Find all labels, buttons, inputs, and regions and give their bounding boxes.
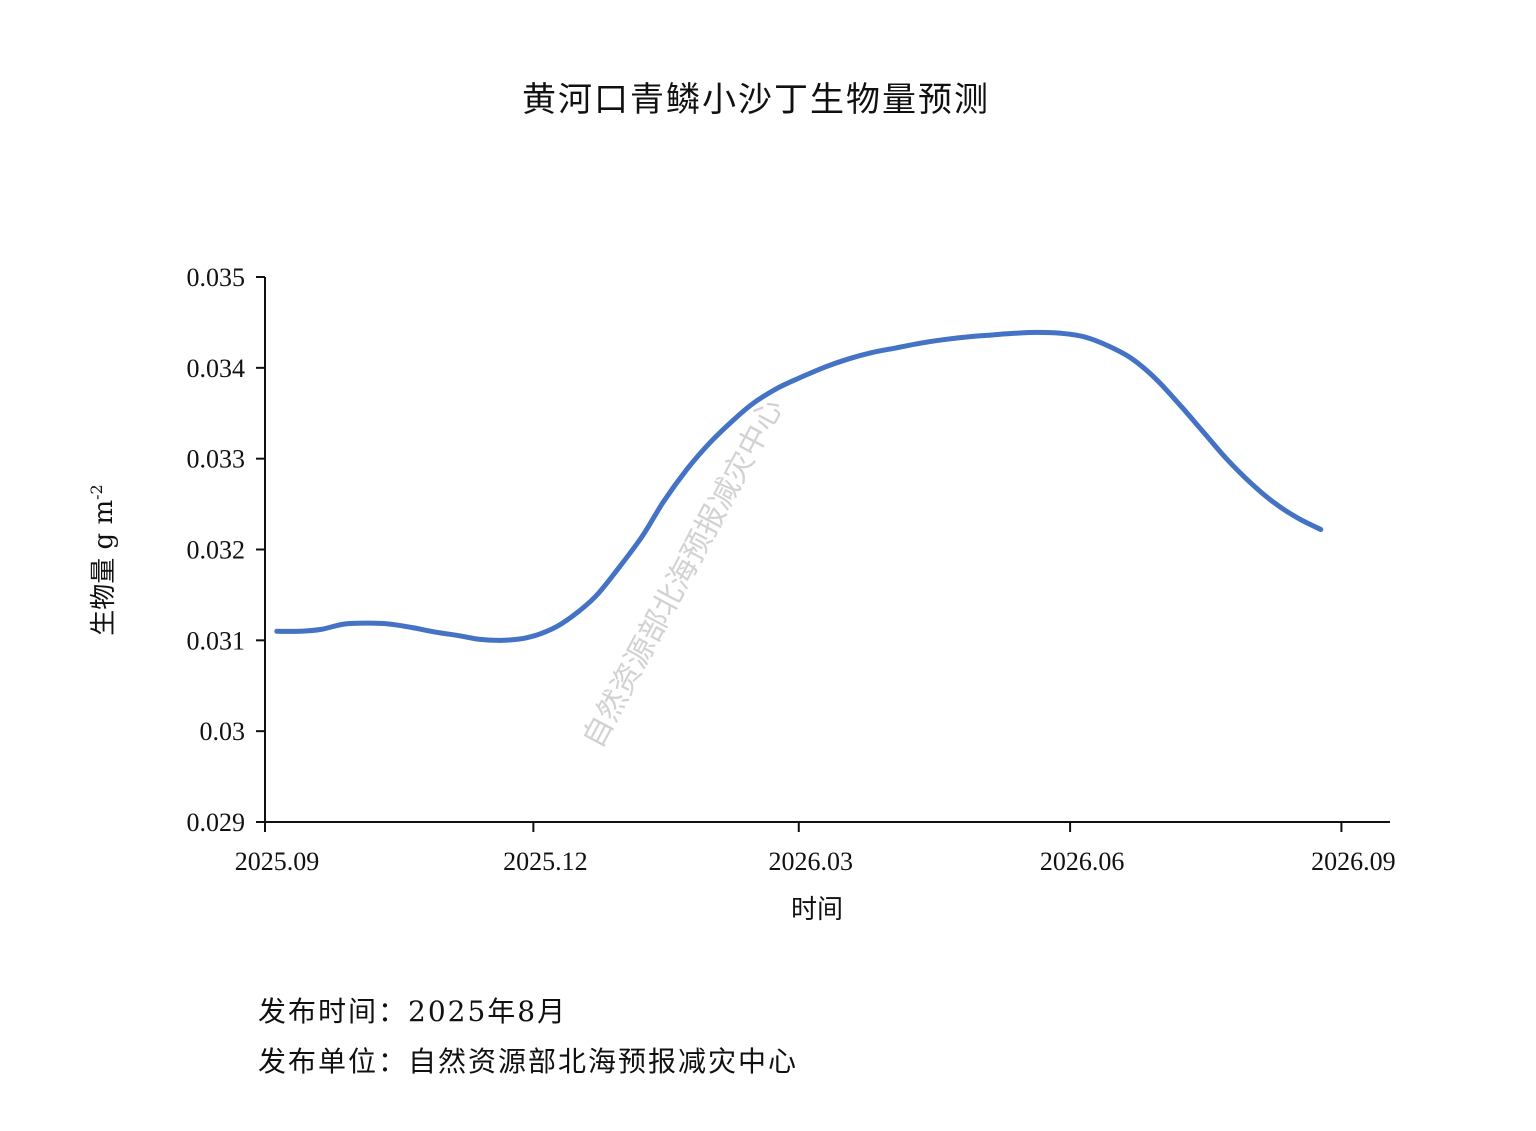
y-tick-label: 0.032 — [187, 536, 246, 565]
y-tick-label: 0.034 — [187, 354, 246, 383]
y-tick-label: 0.035 — [187, 263, 246, 292]
footer-publisher: 发布单位：自然资源部北海预报减灾中心 — [258, 1045, 799, 1078]
y-tick-label: 0.029 — [187, 808, 246, 837]
watermark: 自然资源部北海预报减灾中心 — [576, 393, 790, 754]
y-tick-label: 0.031 — [187, 626, 246, 655]
x-axis-title: 时间 — [791, 895, 843, 925]
y-axis-title-superscript: -2 — [87, 484, 106, 500]
x-tick-label: 2026.06 — [1040, 847, 1125, 876]
y-axis-title-main: 生物量 g m — [89, 500, 119, 636]
y-axis-title: 生物量 g m-2 — [87, 484, 119, 635]
footer-publish-time: 发布时间：2025年8月 — [258, 995, 568, 1028]
y-tick-label: 0.03 — [200, 717, 246, 746]
x-ticks: 2025.09 2025.12 2026.03 2026.06 2026.09 — [235, 822, 1396, 876]
x-tick-label: 2026.03 — [769, 847, 854, 876]
chart-title: 黄河口青鳞小沙丁生物量预测 — [522, 80, 990, 120]
series-line — [274, 329, 1324, 643]
line-chart: 自然资源部北海预报减灾中心 0.0290.030.0310.0320.0330.… — [87, 263, 1396, 925]
watermark-text: 自然资源部北海预报减灾中心 — [576, 393, 790, 754]
y-tick-label: 0.033 — [187, 445, 246, 474]
y-ticks: 0.029 0.03 0.031 0.032 0.033 0.034 0.035 — [187, 263, 265, 837]
x-tick-label: 2025.09 — [235, 847, 320, 876]
x-tick-label: 2025.12 — [503, 847, 588, 876]
x-tick-label: 2026.09 — [1311, 847, 1396, 876]
